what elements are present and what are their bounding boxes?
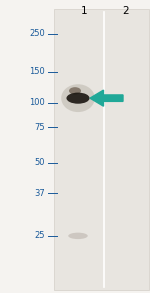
FancyArrow shape [90,90,123,106]
Ellipse shape [69,87,81,94]
Text: 1: 1 [81,6,87,16]
Bar [54,9,148,290]
Text: 250: 250 [29,29,45,38]
Ellipse shape [66,93,90,104]
Text: 150: 150 [29,67,45,76]
Text: 37: 37 [34,189,45,198]
Text: 25: 25 [34,231,45,240]
Ellipse shape [68,233,88,239]
Ellipse shape [61,84,95,112]
Text: 50: 50 [34,158,45,167]
Text: 2: 2 [123,6,129,16]
Text: 75: 75 [34,123,45,132]
Text: 100: 100 [29,98,45,107]
